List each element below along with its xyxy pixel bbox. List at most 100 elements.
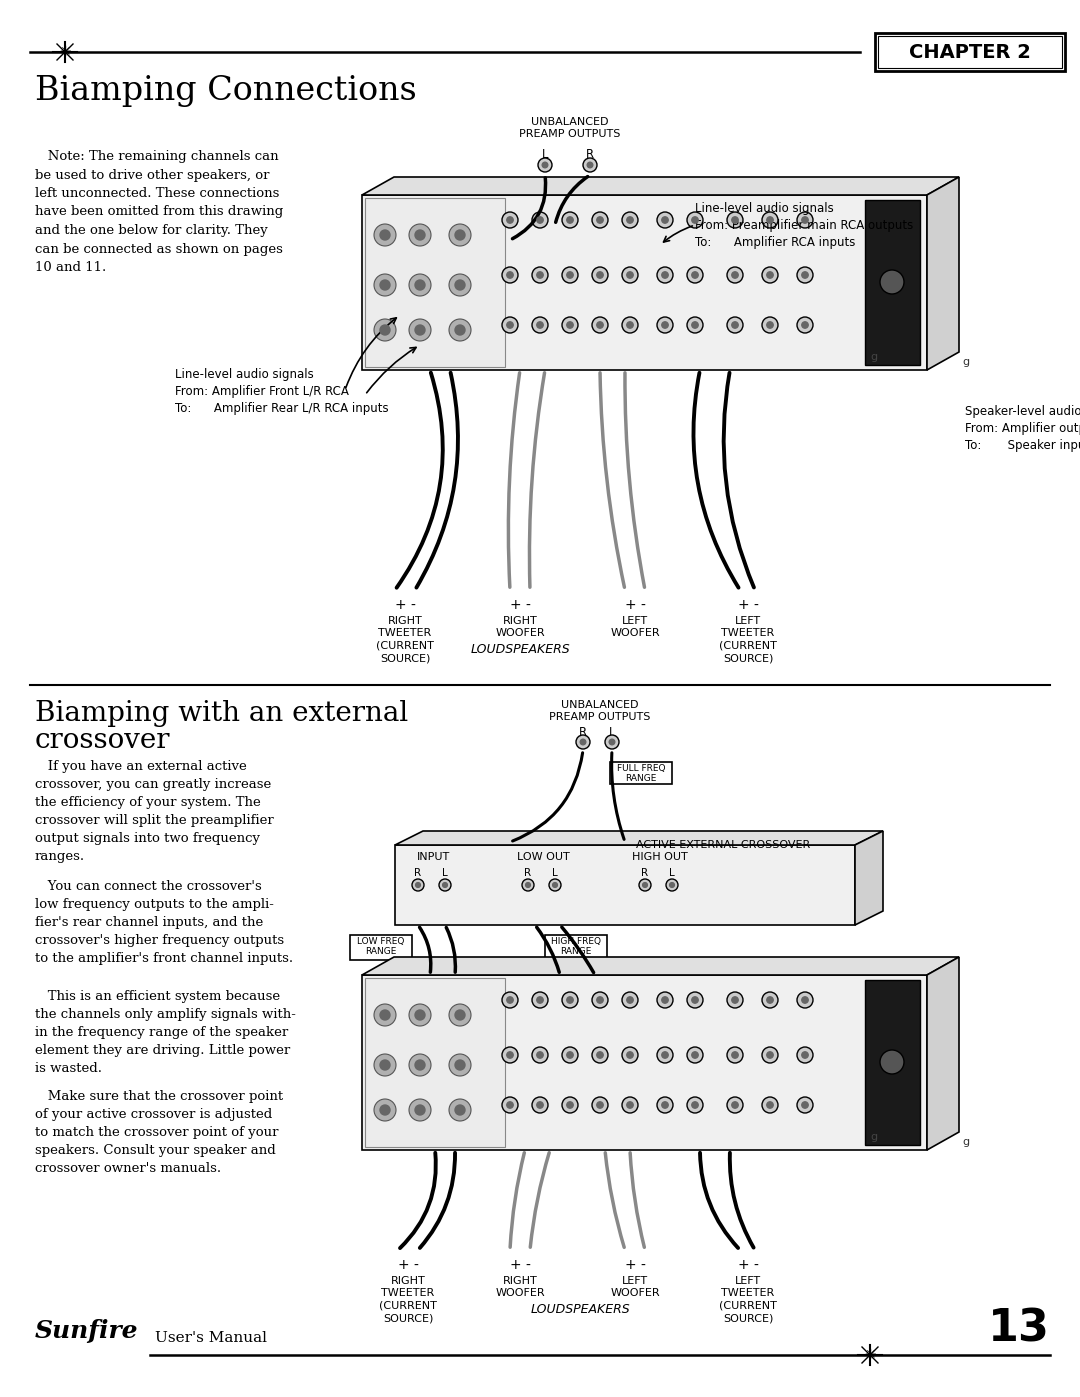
- Polygon shape: [395, 831, 883, 845]
- Bar: [365, 198, 505, 367]
- Circle shape: [380, 1060, 390, 1070]
- Text: HIGH OUT: HIGH OUT: [632, 852, 688, 862]
- Circle shape: [567, 272, 573, 278]
- Circle shape: [662, 217, 669, 224]
- Polygon shape: [927, 177, 959, 370]
- Text: R: R: [415, 868, 421, 877]
- Circle shape: [732, 1102, 739, 1108]
- Text: RIGHT
WOOFER: RIGHT WOOFER: [496, 1275, 544, 1298]
- Circle shape: [507, 272, 513, 278]
- Text: g: g: [962, 1137, 969, 1147]
- Text: Speaker-level audio outputs
From: Amplifier outputs
To:       Speaker input post: Speaker-level audio outputs From: Amplif…: [966, 405, 1080, 453]
- Circle shape: [416, 883, 420, 887]
- Circle shape: [537, 1102, 543, 1108]
- Text: R: R: [579, 726, 588, 739]
- Circle shape: [801, 997, 808, 1003]
- Circle shape: [567, 1052, 573, 1058]
- Circle shape: [626, 321, 633, 328]
- Circle shape: [797, 1097, 813, 1113]
- Circle shape: [597, 217, 604, 224]
- Circle shape: [727, 267, 743, 284]
- Circle shape: [409, 274, 431, 296]
- Circle shape: [562, 267, 578, 284]
- Circle shape: [537, 321, 543, 328]
- Circle shape: [626, 1052, 633, 1058]
- Circle shape: [692, 321, 698, 328]
- Circle shape: [767, 1052, 773, 1058]
- Circle shape: [567, 1102, 573, 1108]
- Circle shape: [762, 992, 778, 1009]
- Circle shape: [592, 267, 608, 284]
- Circle shape: [662, 272, 669, 278]
- Circle shape: [553, 883, 557, 887]
- Circle shape: [449, 224, 471, 246]
- Circle shape: [522, 879, 534, 891]
- Circle shape: [626, 997, 633, 1003]
- Circle shape: [532, 1046, 548, 1063]
- Circle shape: [662, 321, 669, 328]
- Text: ✳: ✳: [59, 45, 71, 59]
- Text: Biamping with an external: Biamping with an external: [35, 700, 408, 726]
- Text: L: L: [609, 726, 616, 739]
- Circle shape: [507, 997, 513, 1003]
- Circle shape: [622, 1046, 638, 1063]
- Circle shape: [657, 212, 673, 228]
- Circle shape: [415, 1105, 426, 1115]
- Circle shape: [374, 1053, 396, 1076]
- Circle shape: [797, 1046, 813, 1063]
- Polygon shape: [362, 957, 959, 975]
- Circle shape: [542, 162, 548, 168]
- Circle shape: [622, 267, 638, 284]
- Circle shape: [537, 997, 543, 1003]
- Circle shape: [662, 1052, 669, 1058]
- Circle shape: [767, 321, 773, 328]
- Bar: [362, 196, 927, 370]
- Text: + -: + -: [510, 1259, 530, 1273]
- Circle shape: [657, 992, 673, 1009]
- Circle shape: [592, 1046, 608, 1063]
- Text: INPUT: INPUT: [417, 852, 449, 862]
- Circle shape: [762, 1097, 778, 1113]
- Circle shape: [762, 317, 778, 332]
- Text: + -: + -: [624, 1259, 646, 1273]
- Circle shape: [762, 267, 778, 284]
- Text: R: R: [586, 148, 594, 161]
- Circle shape: [597, 997, 604, 1003]
- Circle shape: [532, 1097, 548, 1113]
- Circle shape: [411, 879, 424, 891]
- Circle shape: [692, 272, 698, 278]
- Circle shape: [732, 321, 739, 328]
- Circle shape: [622, 212, 638, 228]
- Circle shape: [415, 1060, 426, 1070]
- Circle shape: [567, 217, 573, 224]
- Text: You can connect the crossover's
low frequency outputs to the ampli-
fier's rear : You can connect the crossover's low freq…: [35, 880, 293, 965]
- Circle shape: [801, 1102, 808, 1108]
- Text: LOUDSPEAKERS: LOUDSPEAKERS: [470, 643, 570, 657]
- Circle shape: [597, 1102, 604, 1108]
- Circle shape: [801, 217, 808, 224]
- Circle shape: [455, 1060, 465, 1070]
- Circle shape: [374, 1099, 396, 1120]
- Text: Sunfire: Sunfire: [35, 1319, 138, 1343]
- Text: g: g: [870, 1132, 877, 1141]
- Circle shape: [380, 1010, 390, 1020]
- Circle shape: [562, 1046, 578, 1063]
- Circle shape: [732, 1052, 739, 1058]
- Text: Line-level audio signals
From: Preamplifier main RCA outputs
To:      Amplifier : Line-level audio signals From: Preamplif…: [696, 203, 914, 249]
- Circle shape: [657, 1097, 673, 1113]
- Circle shape: [597, 321, 604, 328]
- Circle shape: [687, 267, 703, 284]
- Circle shape: [687, 317, 703, 332]
- Text: R: R: [642, 868, 649, 877]
- Bar: [865, 200, 920, 365]
- Circle shape: [767, 997, 773, 1003]
- Text: UNBALANCED
PREAMP OUTPUTS: UNBALANCED PREAMP OUTPUTS: [550, 700, 650, 722]
- Circle shape: [562, 1097, 578, 1113]
- Circle shape: [380, 1105, 390, 1115]
- Circle shape: [797, 267, 813, 284]
- Text: LOUDSPEAKERS: LOUDSPEAKERS: [530, 1303, 630, 1316]
- Text: If you have an external active
crossover, you can greatly increase
the efficienc: If you have an external active crossover…: [35, 760, 273, 863]
- Text: HIGH FREQ
RANGE: HIGH FREQ RANGE: [551, 937, 600, 957]
- Circle shape: [532, 992, 548, 1009]
- Circle shape: [562, 317, 578, 332]
